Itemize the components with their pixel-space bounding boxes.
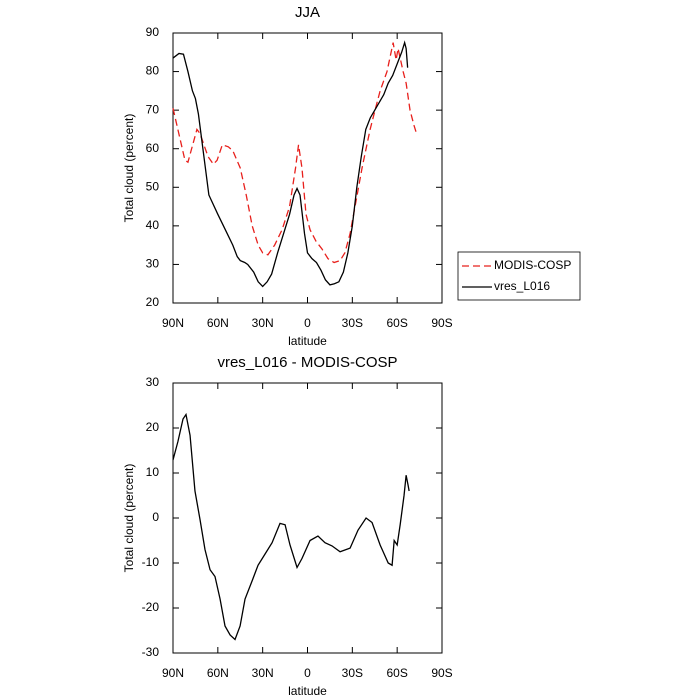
y-tick-label: 30 bbox=[146, 257, 160, 271]
x-tick-label: 0 bbox=[304, 666, 311, 680]
y-tick-label: 20 bbox=[146, 295, 160, 309]
y-tick-label: -30 bbox=[142, 645, 160, 659]
y-axis-label: Total cloud (percent) bbox=[122, 114, 136, 223]
x-tick-label: 60N bbox=[207, 316, 229, 330]
y-tick-label: 70 bbox=[146, 102, 160, 116]
x-tick-label: 90S bbox=[431, 666, 452, 680]
data-line bbox=[172, 42, 418, 264]
x-tick-label: 0 bbox=[304, 316, 311, 330]
y-tick-label: 60 bbox=[146, 141, 160, 155]
y-tick-label: 90 bbox=[146, 25, 160, 39]
plot-frame bbox=[172, 382, 443, 654]
x-tick-label: 90N bbox=[162, 316, 184, 330]
x-tick-label: 30N bbox=[252, 666, 274, 680]
x-tick-label: 30S bbox=[342, 316, 363, 330]
x-tick-label: 60S bbox=[386, 666, 407, 680]
x-axis-label: latitude bbox=[288, 334, 327, 348]
legend-label: MODIS-COSP bbox=[494, 258, 571, 272]
chart-title: JJA bbox=[295, 4, 320, 21]
x-tick-label: 90S bbox=[431, 316, 452, 330]
y-tick-label: 30 bbox=[146, 375, 160, 389]
chart-title: vres_L016 - MODIS-COSP bbox=[217, 354, 397, 371]
x-tick-label: 60N bbox=[207, 666, 229, 680]
y-tick-label: 0 bbox=[152, 510, 159, 524]
x-tick-label: 60S bbox=[386, 316, 407, 330]
y-tick-label: -20 bbox=[142, 600, 160, 614]
y-tick-label: 40 bbox=[146, 218, 160, 232]
plot-frame bbox=[172, 32, 443, 304]
legend-label: vres_L016 bbox=[494, 279, 550, 293]
data-line bbox=[172, 412, 410, 641]
y-tick-label: 50 bbox=[146, 179, 160, 193]
x-tick-label: 90N bbox=[162, 666, 184, 680]
y-tick-label: -10 bbox=[142, 555, 160, 569]
x-axis-label: latitude bbox=[288, 684, 327, 698]
data-line bbox=[172, 40, 409, 288]
y-tick-label: 20 bbox=[146, 420, 160, 434]
y-tick-label: 10 bbox=[146, 465, 160, 479]
legend-box bbox=[457, 251, 581, 301]
x-tick-label: 30S bbox=[342, 666, 363, 680]
y-tick-label: 80 bbox=[146, 64, 160, 78]
x-tick-label: 30N bbox=[252, 316, 274, 330]
y-axis-label: Total cloud (percent) bbox=[122, 464, 136, 573]
